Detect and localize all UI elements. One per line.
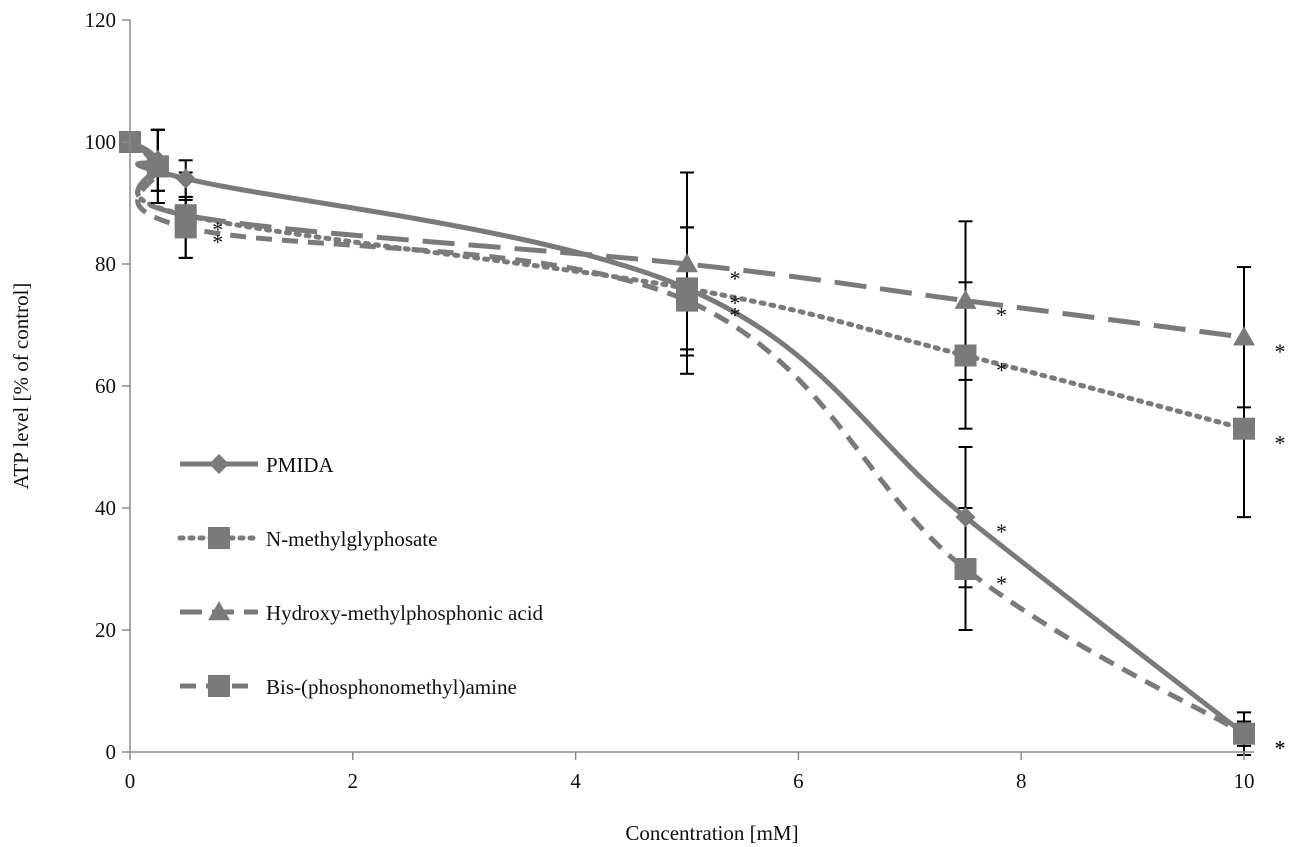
- significance-marker: *: [1275, 736, 1286, 761]
- y-tick-label: 100: [85, 130, 117, 154]
- legend-label: Hydroxy-methylphosphonic acid: [266, 601, 544, 625]
- series-line: [127, 139, 1247, 432]
- legend-item: PMIDA: [180, 453, 335, 477]
- legend-item: Hydroxy-methylphosphonic acid: [180, 601, 544, 625]
- significance-marker: *: [996, 571, 1007, 596]
- data-point: [676, 253, 698, 273]
- axes: 0 20 40 60 80 100 120 0 2 4 6 8 10: [85, 8, 1255, 793]
- data-point: [1233, 417, 1255, 440]
- data-point: [954, 558, 977, 580]
- data-point: [954, 289, 977, 309]
- significance-marker: *: [730, 266, 741, 291]
- error-bars-0: [150, 128, 1251, 757]
- y-tick-label: 40: [95, 496, 116, 520]
- legend-marker: [208, 675, 230, 697]
- x-tick-label: 0: [125, 769, 136, 793]
- data-point: [676, 289, 698, 312]
- x-tick-label: 4: [570, 769, 581, 793]
- markers-0: **: [120, 132, 1286, 761]
- y-tick-label: 60: [95, 374, 116, 398]
- significance-marker: *: [1275, 339, 1286, 364]
- legend-label: Bis-(phosphonomethyl)amine: [266, 675, 517, 699]
- significance-marker: *: [730, 290, 741, 315]
- series-n-methylglyphosate: [127, 139, 1247, 432]
- significance-marker: *: [996, 519, 1007, 544]
- legend-item: Bis-(phosphonomethyl)amine: [180, 675, 517, 699]
- legend-label: N-methylglyphosate: [266, 527, 437, 551]
- markers-3: ****: [119, 131, 1286, 761]
- significance-marker: *: [996, 358, 1007, 383]
- y-axis-title: ATP level [% of control]: [9, 283, 33, 490]
- y-tick-label: 120: [85, 8, 117, 32]
- x-tick-label: 10: [1234, 769, 1255, 793]
- x-tick-label: 2: [348, 769, 359, 793]
- data-point: [1233, 326, 1255, 346]
- x-tick-label: 6: [793, 769, 804, 793]
- data-point: [146, 155, 169, 178]
- error-bars-2: [150, 128, 1251, 409]
- legend-item: N-methylglyphosate: [177, 527, 437, 551]
- legend-marker: [208, 601, 230, 621]
- y-tick-label: 20: [95, 618, 116, 642]
- data-point: [174, 216, 197, 239]
- significance-marker: *: [730, 303, 741, 328]
- series-line: [128, 140, 1246, 736]
- error-bars-3: [150, 128, 1251, 747]
- significance-marker: *: [212, 229, 223, 254]
- significance-marker: *: [1275, 736, 1286, 761]
- y-tick-label: 80: [95, 252, 116, 276]
- y-tick-label: 0: [106, 740, 117, 764]
- data-point: [175, 168, 196, 189]
- significance-marker: *: [212, 217, 223, 242]
- x-axis-title: Concentration [mM]: [625, 821, 798, 845]
- legend-label: PMIDA: [266, 453, 335, 477]
- plot-area: *************: [119, 128, 1286, 761]
- markers-2: ***: [119, 131, 1286, 364]
- data-point: [1233, 722, 1255, 745]
- data-point: [954, 344, 977, 367]
- legend-marker: [209, 454, 229, 474]
- legend-marker: [208, 527, 230, 549]
- significance-marker: *: [996, 303, 1007, 328]
- significance-marker: *: [1275, 431, 1286, 456]
- legend: PMIDA N-methylglyphosate Hydroxy-methylpho…: [177, 453, 544, 699]
- x-tick-label: 8: [1016, 769, 1027, 793]
- data-point: [955, 507, 976, 528]
- series-bis-phosphonomethyl-amine: [128, 140, 1246, 736]
